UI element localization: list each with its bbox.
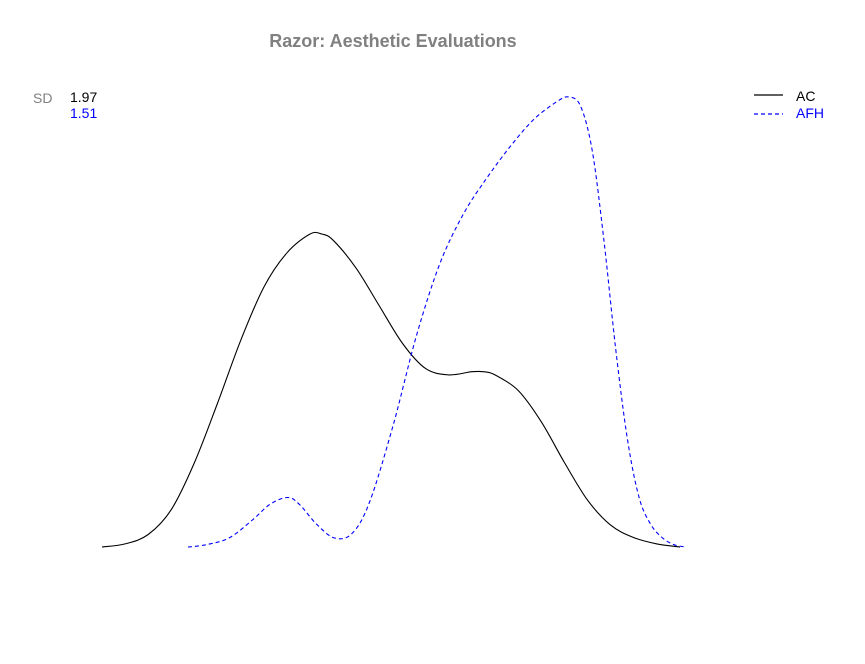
chart-title: Razor: Aesthetic Evaluations: [269, 31, 516, 51]
density-line-ac: [101, 231, 681, 548]
legend: AC AFH: [754, 88, 824, 121]
legend-label-afh: AFH: [796, 105, 824, 121]
sd-label: SD: [33, 90, 52, 106]
sd-value-afh: 1.51: [70, 105, 97, 121]
plot-area: [101, 96, 687, 548]
density-line-afh: [187, 96, 687, 548]
sd-annotation: SD 1.97 1.51: [33, 89, 97, 121]
sd-value-ac: 1.97: [70, 89, 97, 105]
legend-label-ac: AC: [796, 88, 815, 104]
